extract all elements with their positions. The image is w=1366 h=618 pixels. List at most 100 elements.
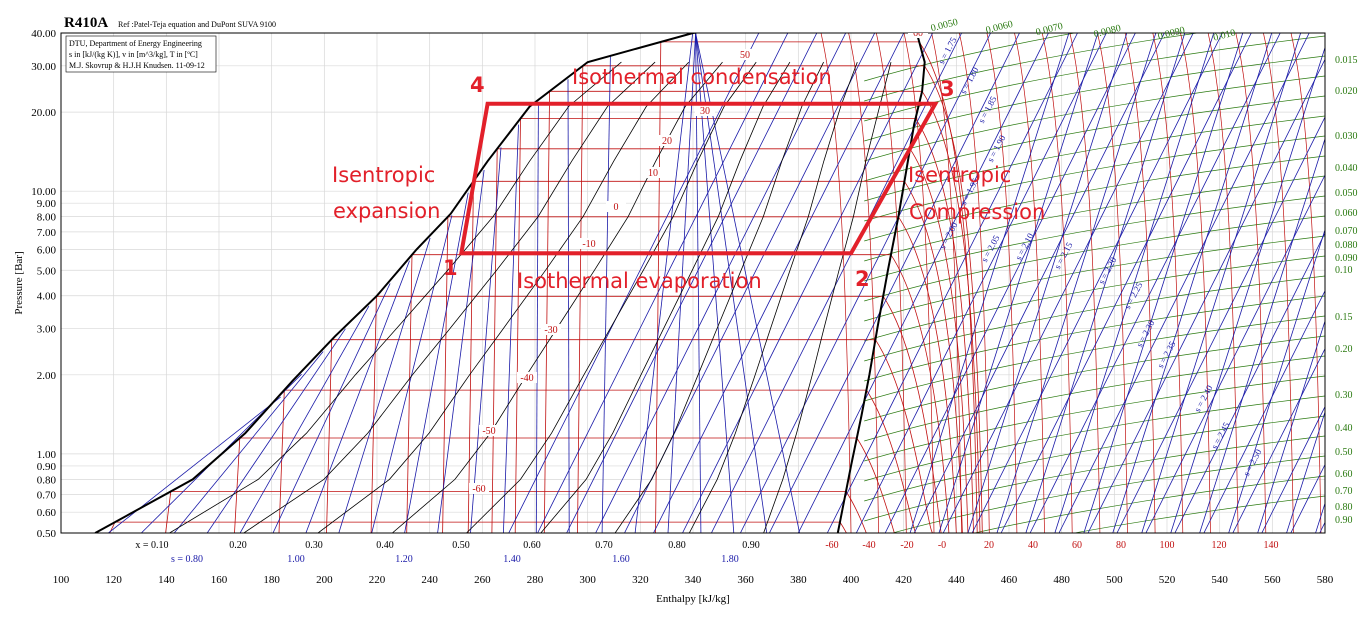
isentrope-label: s = 2.40 bbox=[1192, 383, 1215, 414]
quality-line bbox=[466, 61, 757, 533]
isotherm-label-bg bbox=[695, 105, 715, 116]
x-tick-label: 360 bbox=[737, 574, 754, 586]
x-tick-label: 580 bbox=[1317, 574, 1334, 586]
y-tick-label: 0.80 bbox=[37, 474, 57, 486]
isotherm-line bbox=[165, 491, 904, 533]
isentrope-line bbox=[913, 33, 1165, 533]
isotherm-line bbox=[326, 339, 934, 533]
entropy-tick-label: s = 0.80 bbox=[171, 554, 203, 565]
isotherm-label-bg bbox=[479, 425, 499, 436]
isentrope-label: s = 1.85 bbox=[976, 94, 999, 125]
y-axis-ticks: 0.50 0.60 0.70 0.800.901.00 2.00 3.00 4.00 5.00… bbox=[31, 28, 56, 540]
x-tick-label: 560 bbox=[1264, 574, 1281, 586]
annotation-isentropic-compression-2: Compression bbox=[909, 200, 1045, 224]
quality-tick-label: 0.80 bbox=[668, 540, 686, 551]
volume-tick-label: 0.090 bbox=[1335, 253, 1358, 264]
isentrope-superheated-line bbox=[1054, 33, 1215, 533]
isotherm-superheated-line bbox=[1124, 33, 1156, 533]
quality-tick-label: 0.70 bbox=[595, 540, 613, 551]
isentrope-line bbox=[1058, 33, 1310, 533]
volume-tick-label: 0.15 bbox=[1335, 312, 1353, 323]
x-tick-label: 400 bbox=[843, 574, 860, 586]
annotation-condensation: Isothermal condensation bbox=[572, 65, 832, 89]
temperature-tick-label: -40 bbox=[862, 540, 875, 551]
info-box-frame bbox=[65, 35, 217, 73]
volume-top-label: 0.0050 bbox=[930, 17, 959, 34]
isentrope-line bbox=[1029, 33, 1281, 533]
isotherm-line bbox=[234, 437, 915, 533]
isentrope-line bbox=[682, 33, 933, 533]
x-tick-label: 480 bbox=[1053, 574, 1070, 586]
isentrope-line bbox=[942, 33, 1194, 533]
quality-tick-label: 0.40 bbox=[376, 540, 394, 551]
isochore-line bbox=[864, 215, 1325, 302]
volume-tick-label: 0.070 bbox=[1335, 226, 1358, 237]
quality-line bbox=[243, 61, 656, 533]
isochore-line bbox=[864, 175, 1325, 262]
x-tick-label: 160 bbox=[211, 574, 228, 586]
cycle-vertex bbox=[459, 251, 464, 256]
isochore-lines bbox=[864, 33, 1325, 533]
isentrope-line bbox=[855, 33, 1107, 533]
x-tick-label: 140 bbox=[158, 574, 175, 586]
entropy-tick-label: 1.20 bbox=[395, 554, 413, 565]
isochore-line bbox=[864, 135, 1325, 222]
isotherm-label-bg bbox=[469, 483, 489, 494]
isentrope-line bbox=[826, 33, 1078, 533]
isotherm-label-bg bbox=[908, 33, 928, 38]
x-tick-label: 420 bbox=[895, 574, 912, 586]
quality-tick-label: 0.20 bbox=[229, 540, 247, 551]
temperature-tick-label: 20 bbox=[984, 540, 994, 551]
isentrope-line bbox=[971, 33, 1223, 533]
chart-title: R410A bbox=[64, 15, 108, 31]
x-tick-label: 380 bbox=[790, 574, 807, 586]
isentrope-line bbox=[1087, 58, 1325, 533]
y-tick-label: 7.00 bbox=[37, 227, 57, 239]
volume-tick-label: 0.10 bbox=[1335, 265, 1353, 276]
bottom-scales: x = 0.10 0.20 0.30 0.40 0.50 0.60 0.70 0.80 0.90… bbox=[135, 540, 1278, 565]
volume-top-label: 0.010 bbox=[1212, 28, 1236, 44]
x-tick-label: 100 bbox=[53, 574, 70, 586]
y-tick-label: 9.00 bbox=[37, 198, 57, 210]
entropy-tick-label: 1.80 bbox=[721, 554, 739, 565]
info-box: DTU, Department of Energy Engineering s … bbox=[65, 35, 217, 73]
saturated-liquid-line bbox=[94, 33, 917, 533]
x-tick-label: 200 bbox=[316, 574, 333, 586]
volume-tick-label: 0.050 bbox=[1335, 188, 1358, 199]
y-tick-label: 6.00 bbox=[37, 244, 57, 256]
isotherm-line bbox=[543, 90, 981, 533]
isentrope-superheated-line bbox=[1025, 33, 1186, 533]
volume-tick-label: 0.030 bbox=[1335, 131, 1358, 142]
isentrope-superheated-line bbox=[1286, 410, 1325, 533]
isentrope-label: s = 1.90 bbox=[985, 133, 1008, 164]
x-tick-label: 220 bbox=[369, 574, 386, 586]
isotherm-label: 20 bbox=[662, 136, 672, 147]
entropy-tick-label: 1.60 bbox=[612, 554, 630, 565]
isentrope-superheated-line bbox=[1170, 46, 1325, 533]
isentrope-line bbox=[206, 328, 346, 533]
isentrope-line bbox=[1261, 405, 1325, 533]
isotherm-label-bg bbox=[517, 372, 537, 383]
isochore-line bbox=[864, 35, 1325, 122]
x-tick-label: 120 bbox=[105, 574, 122, 586]
x-tick-label: 300 bbox=[579, 574, 596, 586]
isochore-line bbox=[864, 235, 1325, 322]
isotherm-label: -10 bbox=[582, 239, 595, 250]
isotherm-line bbox=[491, 148, 969, 533]
quality-line bbox=[169, 61, 622, 533]
isentrope-line bbox=[566, 33, 818, 533]
x-tick-label: 520 bbox=[1159, 574, 1176, 586]
isentrope-line bbox=[667, 33, 696, 533]
temperature-tick-label: 60 bbox=[1072, 540, 1082, 551]
cycle-vertex bbox=[485, 102, 490, 106]
info-line-3: M.J. Skovrup & H.J.H Knudsen. 11-09-12 bbox=[69, 61, 205, 70]
isotherm-label-bg bbox=[643, 167, 663, 178]
isentrope-line bbox=[1174, 232, 1325, 533]
isotherm-label: -50 bbox=[482, 426, 495, 437]
isotherm-superheated-line bbox=[1290, 33, 1322, 533]
isentrope-line bbox=[437, 169, 485, 533]
x-axis-label: Enthalpy [kJ/kg] bbox=[656, 593, 730, 605]
isotherm-superheated-line bbox=[875, 33, 907, 533]
isentrope-line bbox=[1116, 116, 1325, 533]
isentrope-line bbox=[601, 56, 611, 533]
